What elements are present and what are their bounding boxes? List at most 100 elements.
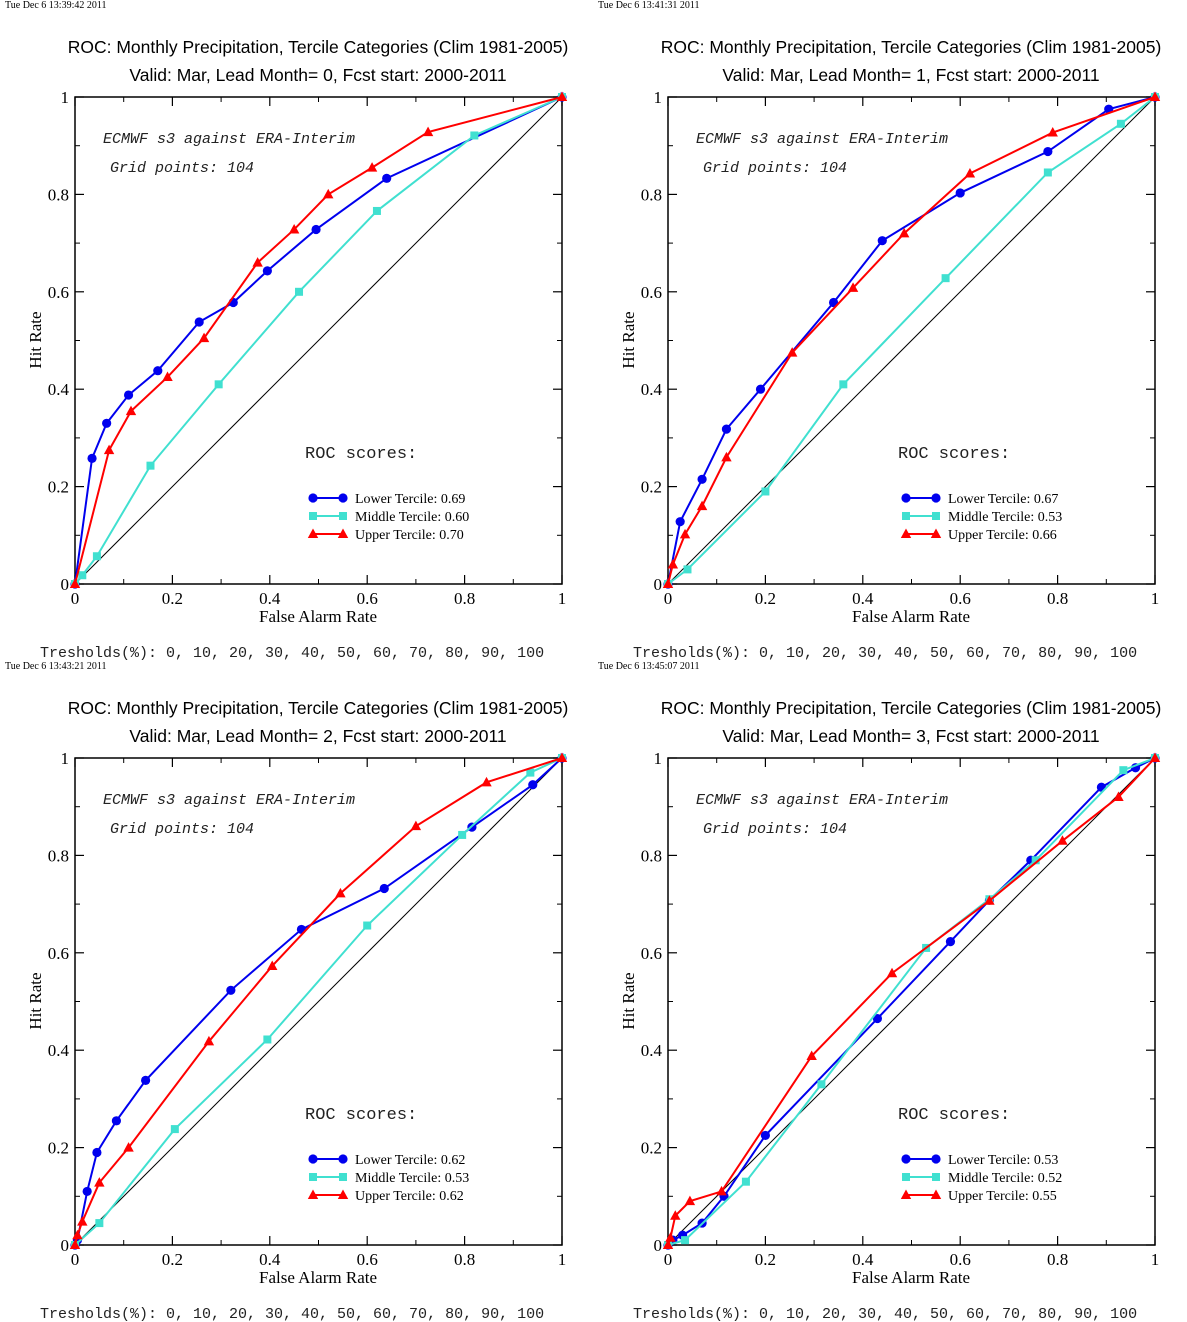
roc-panel-lead-0: Tue Dec 6 13:39:42 2011 ROC: Monthly Pre… xyxy=(0,0,594,661)
legend-marker xyxy=(932,1173,940,1181)
x-axis-label: False Alarm Rate xyxy=(852,1268,970,1287)
data-point xyxy=(955,188,965,198)
legend-marker xyxy=(308,493,318,503)
x-tick-label: 1 xyxy=(1151,589,1160,608)
y-tick-label: 0.2 xyxy=(48,1139,69,1158)
thresholds-text: Tresholds(%): 0, 10, 20, 30, 40, 50, 60,… xyxy=(40,1306,544,1322)
roc-scores-title: ROC scores: xyxy=(305,1106,417,1125)
y-tick-label: 0.6 xyxy=(641,283,662,302)
legend-marker xyxy=(338,493,348,503)
roc-scores-title: ROC scores: xyxy=(898,1106,1010,1125)
data-point xyxy=(203,1035,215,1046)
legend-label: Upper Tercile: 0.62 xyxy=(355,1189,464,1204)
series-line xyxy=(74,757,563,1246)
data-point xyxy=(262,266,272,276)
legend-marker xyxy=(930,528,942,538)
y-tick-label: 0.8 xyxy=(48,185,69,204)
thresholds-text: Tresholds(%): 0, 10, 20, 30, 40, 50, 60,… xyxy=(633,1306,1137,1322)
data-point xyxy=(667,559,679,569)
legend-marker xyxy=(931,1154,941,1164)
annotation-gridpoints: Grid points: 104 xyxy=(110,160,254,177)
x-tick-label: 0.2 xyxy=(162,1250,183,1269)
data-point xyxy=(335,887,346,898)
y-tick-label: 0.2 xyxy=(641,478,662,497)
data-point xyxy=(214,380,223,389)
legend-label: Lower Tercile: 0.53 xyxy=(948,1153,1058,1168)
roc-chart: ROC: Monthly Precipitation, Tercile Cate… xyxy=(619,37,1161,661)
data-point xyxy=(847,282,859,292)
chart-subtitle: Valid: Mar, Lead Month= 2, Fcst start: 2… xyxy=(129,726,506,746)
annotation-gridpoints: Grid points: 104 xyxy=(703,821,847,838)
data-point xyxy=(78,571,87,580)
annotation-model: ECMWF s3 against ERA-Interim xyxy=(696,131,948,148)
legend-label: Upper Tercile: 0.70 xyxy=(355,528,464,543)
data-point xyxy=(69,1239,81,1249)
roc-scores-title: ROC scores: xyxy=(898,445,1010,464)
data-point xyxy=(1113,791,1124,801)
x-tick-label: 1 xyxy=(558,1250,567,1269)
x-tick-label: 0.6 xyxy=(950,589,971,608)
data-point xyxy=(941,274,950,283)
data-point xyxy=(141,1075,151,1085)
data-point xyxy=(741,1177,750,1186)
data-point xyxy=(675,517,685,527)
annotation-gridpoints: Grid points: 104 xyxy=(703,160,847,177)
data-point xyxy=(194,317,204,327)
roc-scores-title: ROC scores: xyxy=(305,445,417,464)
data-point xyxy=(556,752,568,762)
legend-marker xyxy=(308,1154,318,1164)
x-tick-label: 0.4 xyxy=(852,1250,874,1269)
roc-panel-lead-3: Tue Dec 6 13:45:07 2011 ROC: Monthly Pre… xyxy=(593,661,1187,1322)
legend-label: Middle Tercile: 0.60 xyxy=(355,510,469,525)
x-tick-label: 1 xyxy=(1151,1250,1160,1269)
y-axis-label: Hit Rate xyxy=(26,311,45,368)
data-point xyxy=(226,985,236,995)
no-skill-diagonal xyxy=(667,757,1156,1246)
x-tick-label: 0 xyxy=(71,589,80,608)
no-skill-diagonal xyxy=(74,96,563,585)
y-tick-label: 0 xyxy=(654,575,663,594)
data-point xyxy=(679,528,691,539)
legend-label: Lower Tercile: 0.62 xyxy=(355,1153,465,1168)
legend-marker xyxy=(931,493,941,503)
data-point xyxy=(103,444,115,455)
data-point xyxy=(964,167,976,178)
data-point xyxy=(146,461,155,470)
data-point xyxy=(872,1013,883,1024)
data-point xyxy=(267,960,278,970)
data-point xyxy=(170,1125,179,1134)
chart-title: ROC: Monthly Precipitation, Tercile Cate… xyxy=(661,698,1162,718)
data-point xyxy=(458,830,467,839)
timestamp: Tue Dec 6 13:41:31 2011 xyxy=(598,0,700,11)
x-axis-label: False Alarm Rate xyxy=(259,1268,377,1287)
y-tick-label: 0.8 xyxy=(641,185,662,204)
data-point xyxy=(162,371,173,382)
legend-marker xyxy=(900,528,912,538)
y-tick-label: 0.4 xyxy=(48,1041,70,1060)
y-tick-label: 0.4 xyxy=(641,380,663,399)
thresholds-text: Tresholds(%): 0, 10, 20, 30, 40, 50, 60,… xyxy=(40,645,544,661)
y-tick-label: 0 xyxy=(61,1236,70,1255)
x-tick-label: 0.2 xyxy=(162,589,183,608)
legend-marker xyxy=(930,1189,942,1199)
x-tick-label: 0.6 xyxy=(950,1250,971,1269)
data-point xyxy=(839,380,848,389)
series-triangle xyxy=(662,91,1161,588)
legend-label: Middle Tercile: 0.53 xyxy=(355,1171,469,1186)
data-point xyxy=(716,1185,727,1196)
data-point xyxy=(379,883,389,894)
data-point xyxy=(123,1142,134,1152)
x-tick-label: 0.4 xyxy=(259,589,281,608)
x-axis-label: False Alarm Rate xyxy=(259,607,377,626)
legend-label: Lower Tercile: 0.67 xyxy=(948,492,1058,507)
data-point xyxy=(898,227,910,238)
data-point xyxy=(683,565,692,574)
data-point xyxy=(288,223,300,234)
data-point xyxy=(528,780,538,790)
data-point xyxy=(366,162,378,172)
y-tick-label: 0.8 xyxy=(48,846,69,865)
data-point xyxy=(95,1219,104,1228)
data-point xyxy=(92,1147,102,1158)
series-triangle xyxy=(69,752,568,1249)
legend-label: Upper Tercile: 0.66 xyxy=(948,528,1057,543)
